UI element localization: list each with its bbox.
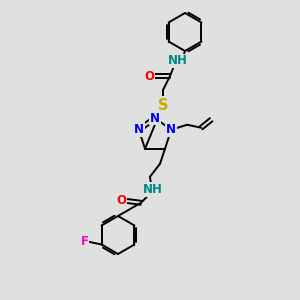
Text: N: N: [150, 112, 160, 124]
Text: N: N: [166, 123, 176, 136]
Text: N: N: [134, 123, 144, 136]
Text: NH: NH: [168, 55, 188, 68]
Text: F: F: [80, 235, 88, 248]
Text: S: S: [158, 98, 168, 112]
Text: O: O: [144, 70, 154, 83]
Text: O: O: [116, 194, 126, 207]
Text: NH: NH: [143, 183, 163, 196]
